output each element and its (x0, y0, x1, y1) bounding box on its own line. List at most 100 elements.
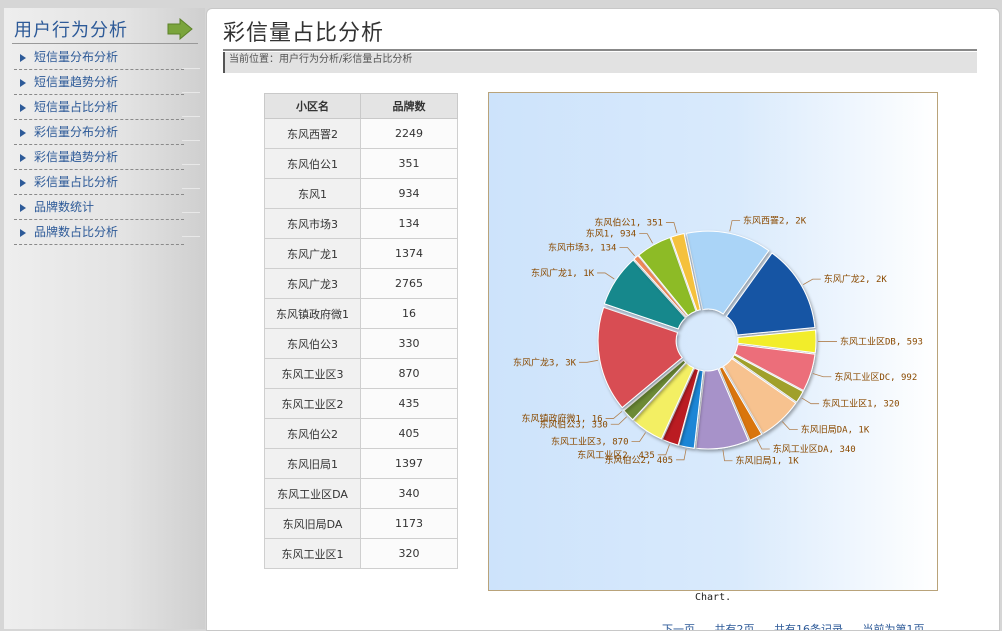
pie-leader-line (579, 360, 598, 362)
sidebar-item-mms-ratio[interactable]: 彩信量占比分析 (14, 170, 184, 195)
pie-leader-line (632, 432, 646, 441)
cell-name: 东风广龙3 (265, 269, 361, 299)
pie-leader-line (597, 273, 614, 279)
table-header-row: 小区名 品牌数 (265, 94, 458, 119)
cell-value: 2249 (361, 119, 458, 149)
sidebar-item-label: 短信量分布分析 (34, 50, 118, 64)
cell-name: 东风工业区2 (265, 389, 361, 419)
sidebar-item-sms-ratio[interactable]: 短信量占比分析 (14, 95, 184, 120)
triangle-right-icon (20, 204, 26, 212)
title-divider (223, 49, 977, 51)
cell-name: 东风旧局1 (265, 449, 361, 479)
pie-label: 东风1, 934 (586, 228, 637, 240)
pie-label: 东风工业区DA, 340 (773, 443, 856, 455)
pie-label: 东风工业区1, 320 (822, 398, 900, 410)
sidebar-item-mms-distribution[interactable]: 彩信量分布分析 (14, 120, 184, 145)
pie-leader-line (723, 450, 733, 461)
column-header-brand-count: 品牌数 (361, 94, 458, 119)
main-panel: 彩信量占比分析 当前位置：用户行为分析/彩信量占比分析 小区名 品牌数 东风西罯… (206, 8, 1000, 631)
pie-label: 东风工业区3, 870 (551, 436, 629, 448)
sidebar-item-label: 彩信量分布分析 (34, 125, 118, 139)
pie-leader-line (813, 373, 831, 376)
pie-leader-line (639, 234, 652, 244)
pie-leader-line (658, 444, 670, 454)
pie-leader-line (757, 439, 770, 449)
sidebar-title-underline (12, 43, 198, 44)
sidebar-item-mms-trend[interactable]: 彩信量趋势分析 (14, 145, 184, 170)
sidebar-item-label: 彩信量趋势分析 (34, 150, 118, 164)
triangle-right-icon (20, 79, 26, 87)
cell-name: 东风工业区3 (265, 359, 361, 389)
triangle-right-icon (20, 229, 26, 237)
pie-label: 东风工业区2, 435 (577, 449, 655, 461)
sidebar-item-label: 短信量趋势分析 (34, 75, 118, 89)
pie-label: 东风西罯2, 2K (743, 215, 807, 227)
next-page-link[interactable]: 下一页 (662, 623, 695, 631)
sidebar-decor (182, 45, 200, 237)
sidebar-item-sms-trend[interactable]: 短信量趋势分析 (14, 70, 184, 95)
cell-value: 1173 (361, 509, 458, 539)
cell-value: 351 (361, 149, 458, 179)
cell-name: 东风伯公3 (265, 329, 361, 359)
column-header-cell-name: 小区名 (265, 94, 361, 119)
pie-label: 东风旧局DA, 1K (801, 424, 870, 436)
cell-value: 16 (361, 299, 458, 329)
cell-value: 330 (361, 329, 458, 359)
sidebar-item-label: 短信量占比分析 (34, 100, 118, 114)
pie-leader-line (803, 279, 821, 284)
cell-value: 320 (361, 539, 458, 569)
triangle-right-icon (20, 154, 26, 162)
pie-leader-line (802, 398, 819, 404)
sidebar-item-sms-distribution[interactable]: 短信量分布分析 (14, 45, 184, 70)
cell-name: 东风旧局DA (265, 509, 361, 539)
pie-leader-line (619, 247, 634, 255)
triangle-right-icon (20, 104, 26, 112)
pie-label: 东风广龙3, 3K (513, 356, 577, 368)
pie-chart: 东风西罯2, 2K 东风广龙2, 2K 东风工业区DB, 593 东风工业区DC, 9… (489, 93, 937, 590)
sidebar-item-brand-ratio[interactable]: 品牌数占比分析 (14, 220, 184, 245)
pie-label: 东风广龙1, 1K (531, 267, 595, 279)
cell-name: 东风工业区DA (265, 479, 361, 509)
pie-label: 东风镇政府微1, 16 (521, 412, 602, 424)
pie-leader-line (676, 449, 686, 460)
cell-name: 东风镇政府微1 (265, 299, 361, 329)
current-page-text: 当前为第1页 (863, 623, 925, 631)
chart-caption: Chart. (695, 592, 731, 603)
total-records-text: 共有16条记录 (774, 623, 843, 631)
pie-label: 东风工业区DC, 992 (834, 371, 917, 383)
triangle-right-icon (20, 54, 26, 62)
cell-value: 435 (361, 389, 458, 419)
cell-value: 1374 (361, 239, 458, 269)
pie-leader-line (782, 422, 797, 430)
cell-value: 134 (361, 209, 458, 239)
pie-label: 东风广龙2, 2K (824, 273, 888, 285)
pie-label: 东风工业区DB, 593 (840, 336, 923, 348)
page-title: 彩信量占比分析 (223, 15, 384, 47)
sidebar-title: 用户行为分析 (14, 16, 128, 42)
sidebar-nav: 短信量分布分析 短信量趋势分析 短信量占比分析 彩信量分布分析 彩信量趋势分析 … (14, 45, 184, 245)
triangle-right-icon (20, 129, 26, 137)
triangle-right-icon (20, 179, 26, 187)
cell-name: 东风伯公1 (265, 149, 361, 179)
arrow-right-icon[interactable] (166, 18, 194, 40)
cell-name: 东风市场3 (265, 209, 361, 239)
pie-label: 东风旧局1, 1K (736, 455, 800, 467)
cell-value: 1397 (361, 449, 458, 479)
cell-value: 340 (361, 479, 458, 509)
total-pages-text: 共有2页 (715, 623, 755, 631)
cell-value: 2765 (361, 269, 458, 299)
sidebar-item-brand-stats[interactable]: 品牌数统计 (14, 195, 184, 220)
cell-name: 东风西罯2 (265, 119, 361, 149)
